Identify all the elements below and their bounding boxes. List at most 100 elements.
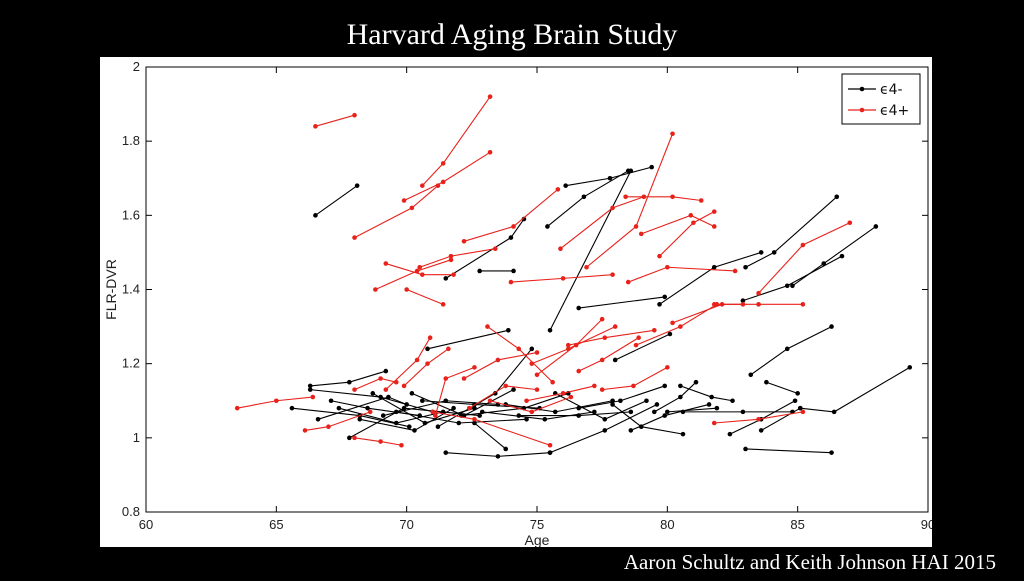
data-point	[401, 405, 407, 411]
data-point	[834, 194, 840, 200]
data-point	[420, 398, 425, 404]
trajectory-line	[406, 288, 444, 305]
data-point	[743, 264, 748, 270]
y-tick-label: 1.2	[122, 356, 140, 371]
x-tick-label: 80	[660, 517, 674, 532]
data-point	[503, 383, 509, 389]
legend: ϵ4-ϵ4+	[841, 73, 921, 125]
data-point	[313, 124, 318, 129]
data-point	[352, 112, 357, 118]
trajectory-line	[760, 407, 801, 431]
data-point	[370, 391, 376, 396]
data-point	[516, 413, 522, 418]
data-point	[461, 376, 467, 381]
data-point	[448, 257, 454, 263]
data-point	[771, 250, 777, 255]
trajectory-line	[628, 266, 736, 283]
data-point	[633, 224, 639, 229]
data-point	[633, 342, 639, 348]
data-point	[662, 413, 668, 418]
data-point	[636, 335, 641, 341]
data-point	[425, 346, 430, 352]
y-tick-label: 1.4	[122, 282, 140, 297]
data-point	[406, 424, 412, 430]
data-point	[709, 394, 714, 400]
data-point	[354, 183, 360, 188]
trajectory-line	[654, 381, 697, 413]
data-point	[568, 394, 574, 400]
trajectory-line	[549, 170, 632, 331]
data-point	[711, 209, 717, 214]
data-point	[565, 346, 571, 352]
data-point	[365, 405, 370, 411]
legend-label: ϵ4+	[880, 103, 909, 119]
data-point	[665, 409, 670, 415]
data-point	[654, 402, 660, 407]
data-point	[800, 302, 806, 307]
data-point	[433, 413, 438, 418]
data-point	[602, 428, 608, 433]
credit-text: Aaron Schultz and Keith Johnson HAI 2015	[623, 550, 996, 574]
trajectory-line	[403, 348, 449, 387]
data-point	[821, 261, 827, 266]
data-point	[665, 264, 670, 270]
data-point	[386, 394, 391, 400]
data-point	[555, 187, 561, 192]
data-point	[678, 383, 683, 389]
data-point	[847, 220, 853, 226]
data-point	[409, 391, 415, 396]
data-point	[800, 409, 806, 415]
data-point	[347, 379, 352, 385]
data-point	[670, 320, 675, 326]
data-point	[534, 387, 540, 392]
data-point	[756, 416, 761, 422]
data-point	[740, 409, 746, 415]
data-point	[691, 220, 696, 226]
data-point	[274, 398, 279, 404]
trajectory-line	[354, 377, 397, 391]
data-point	[628, 409, 634, 415]
trajectory-line	[758, 222, 851, 294]
data-point	[420, 272, 425, 277]
data-point	[662, 383, 668, 389]
data-point	[756, 302, 761, 307]
data-point	[383, 261, 389, 266]
data-point	[336, 405, 342, 411]
data-point	[404, 402, 409, 407]
data-point	[443, 276, 449, 281]
y-tick-label: 1	[133, 430, 140, 445]
data-point	[547, 327, 553, 333]
trajectory-line	[315, 114, 355, 127]
data-point	[383, 387, 389, 392]
data-point	[678, 394, 683, 400]
data-point	[758, 428, 764, 433]
trajectory-line	[625, 196, 702, 202]
data-point	[315, 416, 321, 422]
data-point	[576, 413, 582, 418]
data-point	[662, 294, 668, 300]
data-point	[417, 264, 423, 270]
data-point	[618, 398, 623, 404]
data-point	[425, 361, 430, 366]
data-point	[352, 435, 357, 441]
data-point	[602, 335, 608, 341]
data-point	[477, 268, 482, 274]
data-point	[758, 250, 764, 255]
data-point	[427, 335, 433, 341]
legend-marker	[859, 86, 865, 92]
data-point	[412, 428, 417, 433]
data-point	[472, 420, 477, 426]
data-point	[440, 302, 446, 307]
data-point	[487, 94, 493, 99]
data-point	[422, 420, 428, 426]
trajectory-line	[792, 226, 877, 287]
data-point	[378, 376, 383, 381]
data-point	[610, 402, 615, 407]
x-tick-label: 75	[530, 517, 544, 532]
data-point	[352, 235, 357, 240]
data-point	[503, 446, 509, 452]
data-point	[628, 428, 634, 433]
data-point	[649, 164, 654, 170]
data-point	[534, 350, 540, 355]
data-point	[743, 446, 748, 452]
